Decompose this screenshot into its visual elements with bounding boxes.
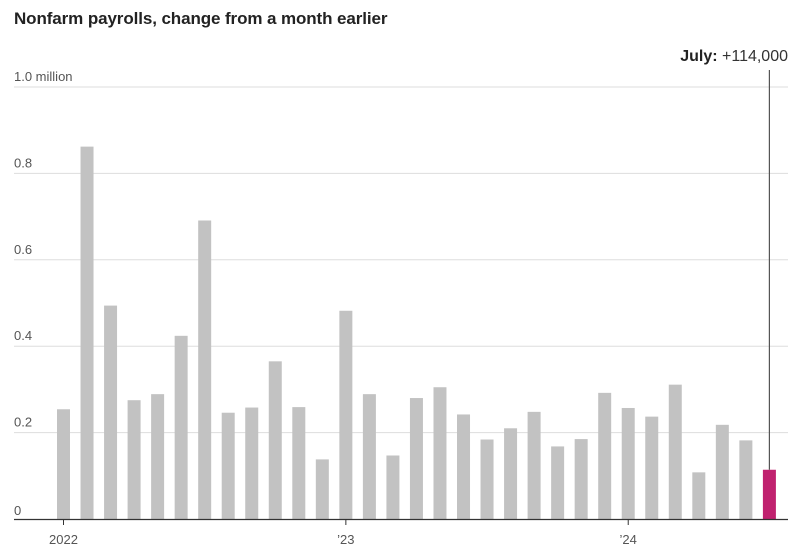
bar	[574, 439, 588, 519]
bar	[315, 459, 329, 519]
bar	[551, 446, 565, 519]
x-tick-label: ’24	[620, 532, 637, 547]
bar	[715, 424, 729, 519]
bar	[739, 440, 753, 519]
bar	[57, 409, 70, 519]
y-tick-label: 0	[14, 503, 21, 518]
bars	[57, 146, 776, 519]
bar	[504, 428, 518, 519]
bar	[621, 407, 635, 519]
bar	[151, 394, 165, 519]
bar	[386, 455, 400, 519]
bar	[198, 220, 212, 519]
bar	[174, 335, 188, 519]
y-tick-label: 0.4	[14, 328, 32, 343]
bar	[598, 392, 612, 519]
bar	[104, 305, 118, 519]
bar	[645, 416, 659, 519]
chart-title: Nonfarm payrolls, change from a month ea…	[14, 9, 388, 28]
y-tick-label: 0.6	[14, 242, 32, 257]
y-tick-label: 0.2	[14, 415, 32, 430]
bar	[362, 394, 376, 519]
bar	[692, 472, 706, 519]
bar	[268, 361, 282, 519]
bar	[221, 412, 235, 519]
bar	[292, 407, 306, 519]
bar	[80, 146, 94, 519]
y-tick-label: 0.8	[14, 155, 32, 170]
annotation-text: July: +114,000	[680, 48, 788, 65]
y-tick-label: 1.0 million	[14, 69, 73, 84]
gridlines	[14, 86, 788, 434]
bar	[245, 407, 259, 519]
bar	[457, 414, 471, 519]
axes: 0 0.2 0.4 0.6 0.8 1.0 million 2022 ’23 ’24	[14, 69, 788, 547]
bar	[409, 398, 423, 519]
x-tick-label: 2022	[49, 532, 78, 547]
annotation: July: +114,000	[680, 48, 788, 470]
bar	[127, 400, 141, 519]
annotation-value: +114,000	[718, 48, 789, 65]
bar	[668, 384, 682, 519]
bar-highlight	[762, 469, 776, 519]
bar	[527, 411, 541, 519]
bar	[433, 387, 447, 519]
bar	[339, 310, 353, 519]
annotation-label: July:	[680, 48, 717, 65]
x-tick-label: ’23	[337, 532, 354, 547]
bar	[480, 439, 494, 519]
